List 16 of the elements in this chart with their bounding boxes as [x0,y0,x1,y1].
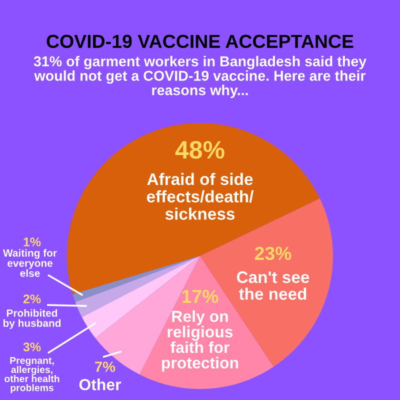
data-label: 7% [95,362,116,372]
slice-label: Prohibited by husband [3,309,61,329]
data-label: 1% [24,238,41,246]
chart-title: COVID-19 VACCINE ACCEPTANCE [46,34,354,48]
data-label: 23% [254,246,292,260]
slice-label: Rely on religious faith for protection [162,310,238,372]
data-label: 3% [23,342,41,352]
slice-label: Can't see the need [236,271,310,300]
data-label: 17% [182,290,218,303]
chart-subtitle: 31% of garment workers in Bangladesh said they would not get a COVID-19 vaccine. Here are their reasons why... [34,56,366,98]
slice-label: Other [79,378,122,390]
data-label: 48% [175,141,224,159]
data-label: 2% [23,294,41,304]
slice-label: Pregnant, allergies, other health problems [4,357,60,394]
slice-label: Waiting for everyone else [3,249,57,277]
slice-label: Afraid of side effects/death/ sickness [146,172,254,220]
